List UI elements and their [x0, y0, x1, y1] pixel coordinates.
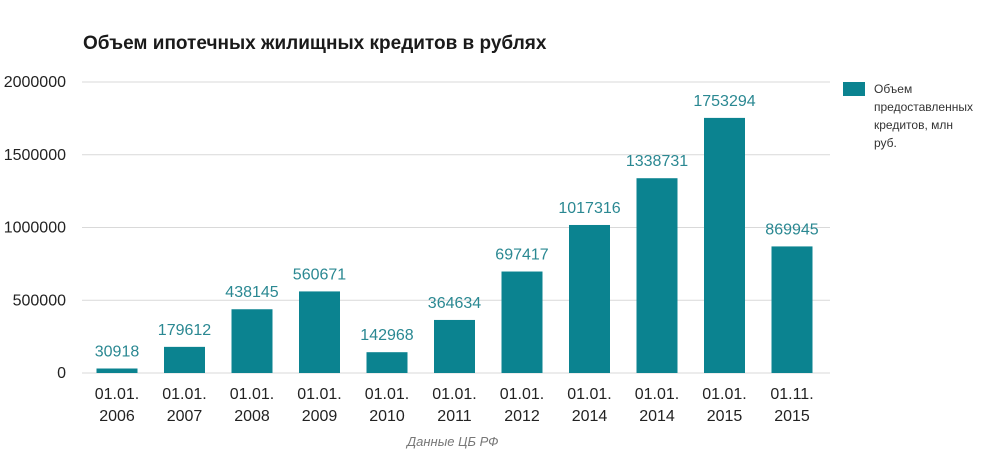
bar: [636, 178, 678, 373]
x-tick-label-line2: 2009: [302, 408, 338, 425]
data-label: 1017316: [558, 200, 620, 217]
x-tick-label-line1: 01.01.: [635, 386, 679, 403]
data-label: 697417: [495, 247, 548, 264]
x-tick-label-line2: 2006: [99, 408, 135, 425]
bar: [299, 291, 340, 373]
x-tick-label-line2: 2014: [639, 408, 675, 425]
x-tick-label-line1: 01.01.: [230, 386, 274, 403]
bar: [366, 352, 408, 373]
x-tick-label-line1: 01.01.: [365, 386, 409, 403]
data-label: 179612: [158, 322, 211, 339]
y-tick-label: 2000000: [4, 74, 66, 91]
x-axis-tick-labels: 01.01. 2006 01.01. 2007 01.01. 2008 01.01. 2009…: [95, 386, 814, 425]
x-tick-label-line1: 01.11.: [770, 386, 813, 403]
chart-title: Объем ипотечных жилищных кредитов в рубл…: [83, 33, 547, 54]
x-tick-label-line1: 01.01.: [432, 386, 476, 403]
x-tick-label-line1: 01.01.: [500, 386, 544, 403]
x-tick-label-line2: 2007: [167, 408, 203, 425]
bar: [96, 368, 138, 373]
x-tick-label-line2: 2015: [707, 408, 743, 425]
x-tick-label-line1: 01.01.: [702, 386, 746, 403]
bar: [704, 117, 745, 373]
data-label: 438145: [225, 284, 278, 301]
x-tick-label-line2: 2011: [437, 408, 472, 425]
bar: [231, 309, 273, 373]
data-label: 142968: [360, 327, 413, 344]
bar: [569, 224, 610, 373]
y-tick-label: 1500000: [4, 147, 66, 164]
legend-label: Объем предоставленных кредитов, млн руб.: [874, 82, 973, 150]
x-tick-label-line2: 2012: [504, 408, 540, 425]
data-label: 1753294: [693, 93, 755, 110]
x-tick-label-line1: 01.01.: [95, 386, 139, 403]
y-tick-label: 1000000: [4, 220, 66, 237]
data-labels: 30918 179612 438145 560671 142968 364634 69741…: [95, 93, 819, 361]
legend-swatch: [843, 82, 865, 96]
x-tick-label-line1: 01.01.: [567, 386, 611, 403]
y-tick-label: 0: [57, 365, 66, 382]
data-label: 869945: [765, 221, 818, 238]
x-tick-label-line2: 2010: [369, 408, 405, 425]
x-tick-label-line2: 2014: [572, 408, 608, 425]
data-label: 364634: [428, 295, 481, 312]
x-tick-label-line1: 01.01.: [297, 386, 341, 403]
bars: [96, 117, 813, 373]
bar: [771, 246, 813, 373]
data-label: 30918: [95, 344, 140, 361]
x-tick-label-line1: 01.01.: [162, 386, 206, 403]
source-note: Данные ЦБ РФ: [407, 434, 499, 449]
y-axis-tick-labels: 0 500000 1000000 1500000 2000000: [4, 74, 66, 382]
data-label: 560671: [293, 266, 346, 283]
y-tick-label: 500000: [13, 292, 66, 309]
x-tick-label-line2: 2015: [774, 408, 810, 425]
bar: [501, 271, 543, 373]
data-label: 1338731: [626, 153, 688, 170]
x-tick-label-line2: 2008: [234, 408, 270, 425]
bar: [434, 319, 475, 373]
bar: [164, 346, 205, 373]
